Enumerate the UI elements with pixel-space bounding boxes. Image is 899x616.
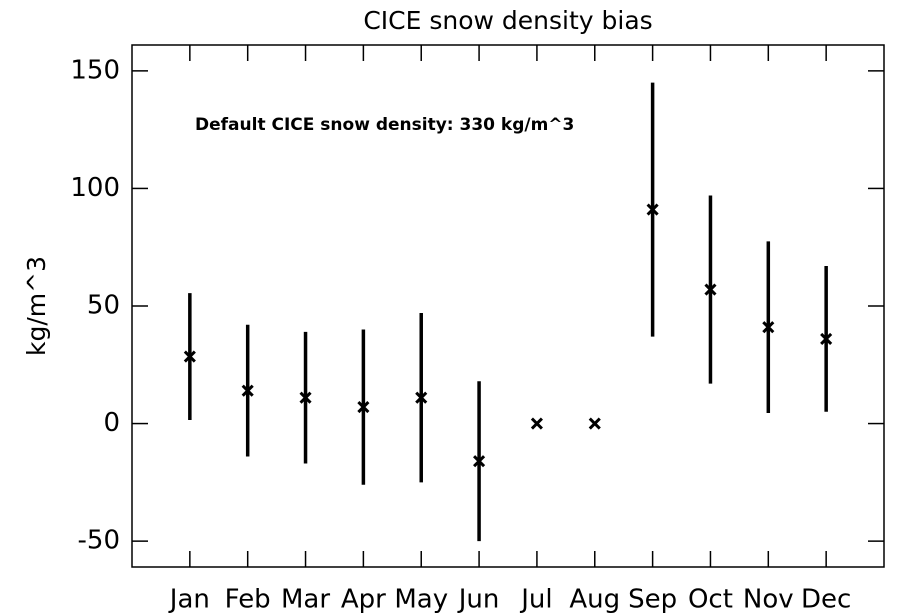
x-tick-label: Mar xyxy=(281,585,330,615)
marker xyxy=(183,350,196,363)
marker xyxy=(473,455,486,468)
x-tick-label: Feb xyxy=(225,585,271,615)
y-tick-label: 150 xyxy=(70,55,120,85)
marker xyxy=(530,417,543,430)
marker xyxy=(357,401,370,414)
marker xyxy=(646,203,659,216)
marker xyxy=(241,384,254,397)
x-tick-label: May xyxy=(394,585,448,615)
x-tick-label: Sep xyxy=(628,585,677,615)
marker xyxy=(588,417,601,430)
y-tick-label: 100 xyxy=(70,173,120,203)
y-tick-label: 50 xyxy=(87,291,120,321)
marker xyxy=(762,321,775,334)
x-tick-label: Nov xyxy=(743,585,794,615)
x-tick-label: Dec xyxy=(801,585,851,615)
marker xyxy=(820,332,833,345)
x-tick-label: Jun xyxy=(457,585,500,615)
chart-title: CICE snow density bias xyxy=(363,6,652,35)
x-tick-label: Aug xyxy=(569,585,620,615)
x-tick-label: Apr xyxy=(341,585,386,615)
marker xyxy=(415,391,428,404)
y-tick-label: -50 xyxy=(78,526,120,556)
marker xyxy=(299,391,312,404)
x-tick-label: Oct xyxy=(688,585,733,615)
y-axis-label: kg/m^3 xyxy=(22,256,51,356)
marker xyxy=(704,283,717,296)
x-tick-label: Jul xyxy=(519,585,552,615)
x-tick-label: Jan xyxy=(168,585,210,615)
y-tick-label: 0 xyxy=(103,408,120,438)
annotation: Default CICE snow density: 330 kg/m^3 xyxy=(195,115,574,135)
